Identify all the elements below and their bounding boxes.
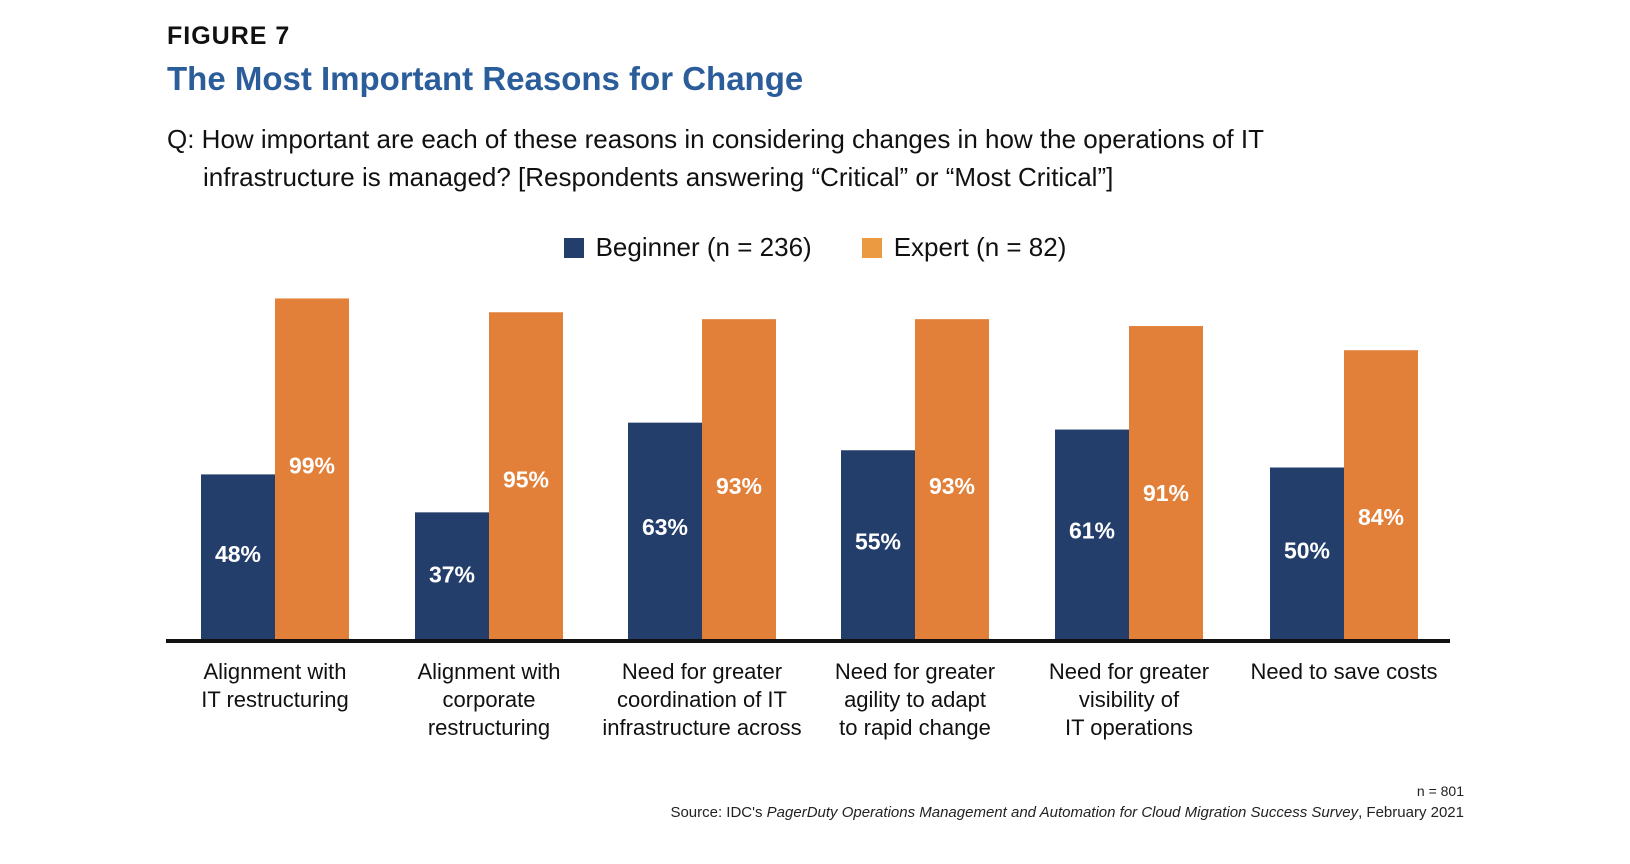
x-tick-label: Need for greater agility to adapt to rapid… (805, 658, 1025, 742)
data-label: 99% (289, 452, 335, 478)
legend-item-beginner: Beginner (n = 236) (563, 232, 812, 263)
x-tick-label-line: Alignment with (203, 659, 347, 684)
bar-expert (489, 312, 563, 640)
x-tick-label-line: coordination of IT (617, 687, 787, 712)
bar-beginner (1055, 429, 1129, 640)
data-label: 84% (1358, 504, 1404, 530)
x-tick-label: Need for greater coordination of IT infras… (592, 658, 812, 742)
legend: Beginner (n = 236) Expert (n = 82) (0, 232, 1630, 263)
bar-beginner (201, 474, 275, 640)
bar-beginner (415, 512, 489, 640)
question: Q: How important are each of these reaso… (167, 120, 1467, 196)
legend-label-beginner: Beginner (n = 236) (595, 232, 812, 262)
data-label: 93% (716, 473, 762, 499)
x-tick-label-line: IT restructuring (201, 687, 349, 712)
sample-size-note: n = 801 (1416, 783, 1464, 799)
data-label: 37% (429, 561, 475, 587)
legend-swatch-beginner (563, 237, 584, 258)
x-tick-label-line: Alignment with (417, 659, 561, 684)
source-title: PagerDuty Operations Management and Auto… (766, 804, 1359, 821)
x-tick-label: Need for greater visibility of IT operatio… (1019, 658, 1239, 742)
x-tick-label-line: agility to adapt (844, 687, 986, 712)
x-tick-label-line: infrastructure across (602, 715, 802, 740)
x-tick-label-line: IT operations (1064, 715, 1193, 740)
x-tick-label: Need to save costs (1234, 658, 1454, 686)
source-prefix: Source: IDC's (670, 804, 767, 821)
x-tick-label-line: corporate (442, 687, 536, 712)
data-label: 61% (1069, 517, 1115, 543)
question-line-1: Q: How important are each of these reaso… (167, 124, 1264, 154)
data-label: 50% (1284, 538, 1330, 564)
x-tick-label-line: Need to save costs (1250, 659, 1438, 684)
legend-swatch-expert (861, 237, 882, 258)
data-label: 93% (929, 473, 975, 499)
x-tick-label: Alignment with corporate restructuring (379, 658, 599, 742)
x-tick-label-line: Need for greater (1048, 659, 1210, 684)
x-tick-label-line: to rapid change (839, 715, 991, 740)
source-note: Source: IDC's PagerDuty Operations Manag… (670, 804, 1464, 821)
question-line-2: infrastructure is managed? [Respondents … (203, 162, 1114, 192)
bar-expert (1129, 326, 1203, 640)
data-label: 48% (215, 541, 261, 567)
figure-label: FIGURE 7 (167, 22, 291, 50)
bar-expert (915, 319, 989, 640)
legend-item-expert: Expert (n = 82) (861, 232, 1067, 263)
data-label: 95% (503, 466, 549, 492)
bar-beginner (628, 422, 702, 640)
x-tick-label-line: Need for greater (834, 659, 996, 684)
x-tick-label: Alignment with IT restructuring (165, 658, 385, 714)
bar-expert (702, 319, 776, 640)
x-tick-label-line: visibility of (1078, 687, 1180, 712)
x-tick-label-line: restructuring (427, 715, 551, 740)
chart-title: The Most Important Reasons for Change (167, 60, 804, 97)
bar-beginner (841, 450, 915, 640)
data-label: 63% (642, 514, 688, 540)
data-label: 55% (855, 528, 901, 554)
bar-expert (275, 298, 349, 640)
bar-expert (1344, 350, 1418, 640)
data-label: 91% (1143, 480, 1189, 506)
x-tick-label-line: Need for greater (621, 659, 783, 684)
bar-beginner (1270, 467, 1344, 640)
source-suffix: , February 2021 (1358, 804, 1464, 821)
legend-label-expert: Expert (n = 82) (893, 232, 1067, 262)
